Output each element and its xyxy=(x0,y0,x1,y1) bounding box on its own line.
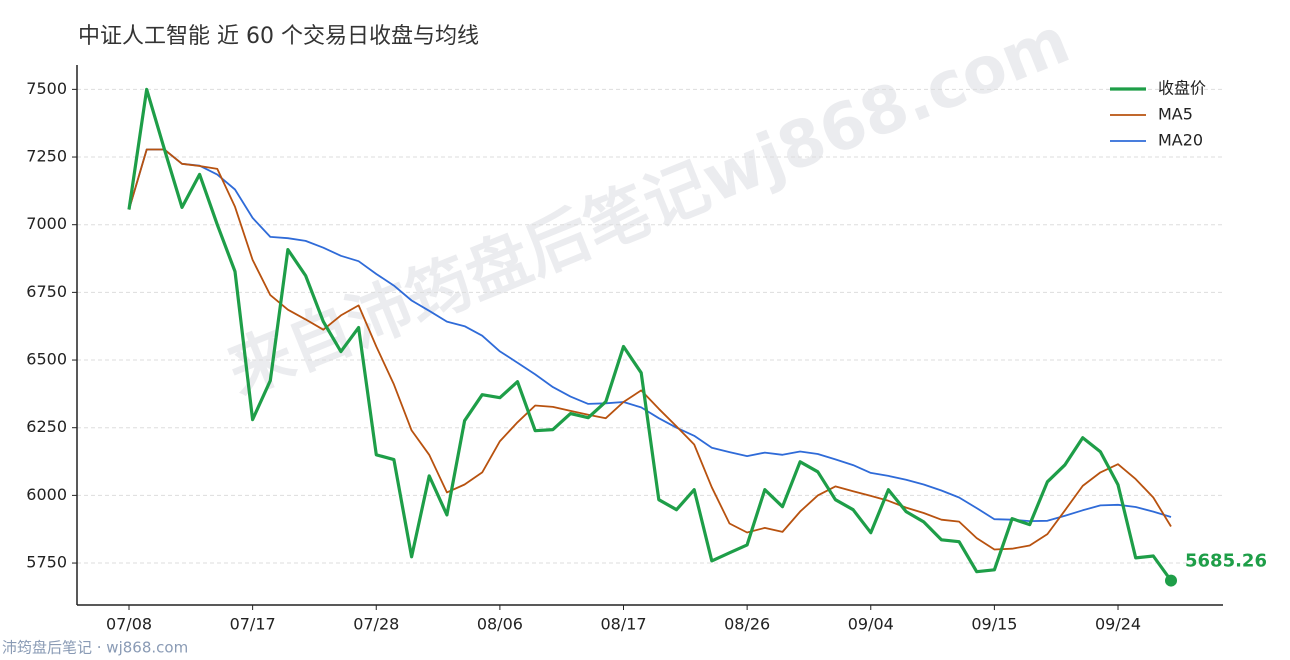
x-tick-label: 07/08 xyxy=(106,615,152,634)
line xyxy=(128,148,1172,551)
x-tick-label: 07/28 xyxy=(353,615,399,634)
x-tick-label: 08/17 xyxy=(600,615,646,634)
x-tick-label: 08/26 xyxy=(724,615,770,634)
x-tick-label: 09/24 xyxy=(1095,615,1141,634)
x-tick-label: 09/15 xyxy=(971,615,1017,634)
y-tick-label: 7000 xyxy=(26,214,67,233)
line xyxy=(127,87,1173,582)
legend-label: MA20 xyxy=(1158,131,1203,150)
last-point xyxy=(1165,574,1177,587)
y-tick-label: 6250 xyxy=(26,417,67,436)
y-tick-label: 5750 xyxy=(26,553,67,572)
footer: 沛筠盘后笔记 · wj868.com xyxy=(2,639,188,657)
y-tick-label: 6750 xyxy=(26,282,67,301)
chart-title: 中证人工智能 近 60 个交易日收盘与均线 xyxy=(78,24,479,49)
line xyxy=(128,148,1172,522)
watermark: 来自沛筠盘后笔记wj868.com xyxy=(218,4,1080,410)
legend-label: MA5 xyxy=(1158,105,1193,124)
y-tick-label: 7500 xyxy=(26,79,67,98)
x-tick-label: 09/04 xyxy=(848,615,894,634)
last-value-label: 5685.26 xyxy=(1185,551,1267,572)
y-tick-label: 7250 xyxy=(26,147,67,166)
legend-label: 收盘价 xyxy=(1158,79,1206,98)
x-tick-label: 08/06 xyxy=(477,615,523,634)
y-tick-label: 6000 xyxy=(26,485,67,504)
y-tick-label: 6500 xyxy=(26,350,67,369)
x-tick-label: 07/17 xyxy=(230,615,276,634)
